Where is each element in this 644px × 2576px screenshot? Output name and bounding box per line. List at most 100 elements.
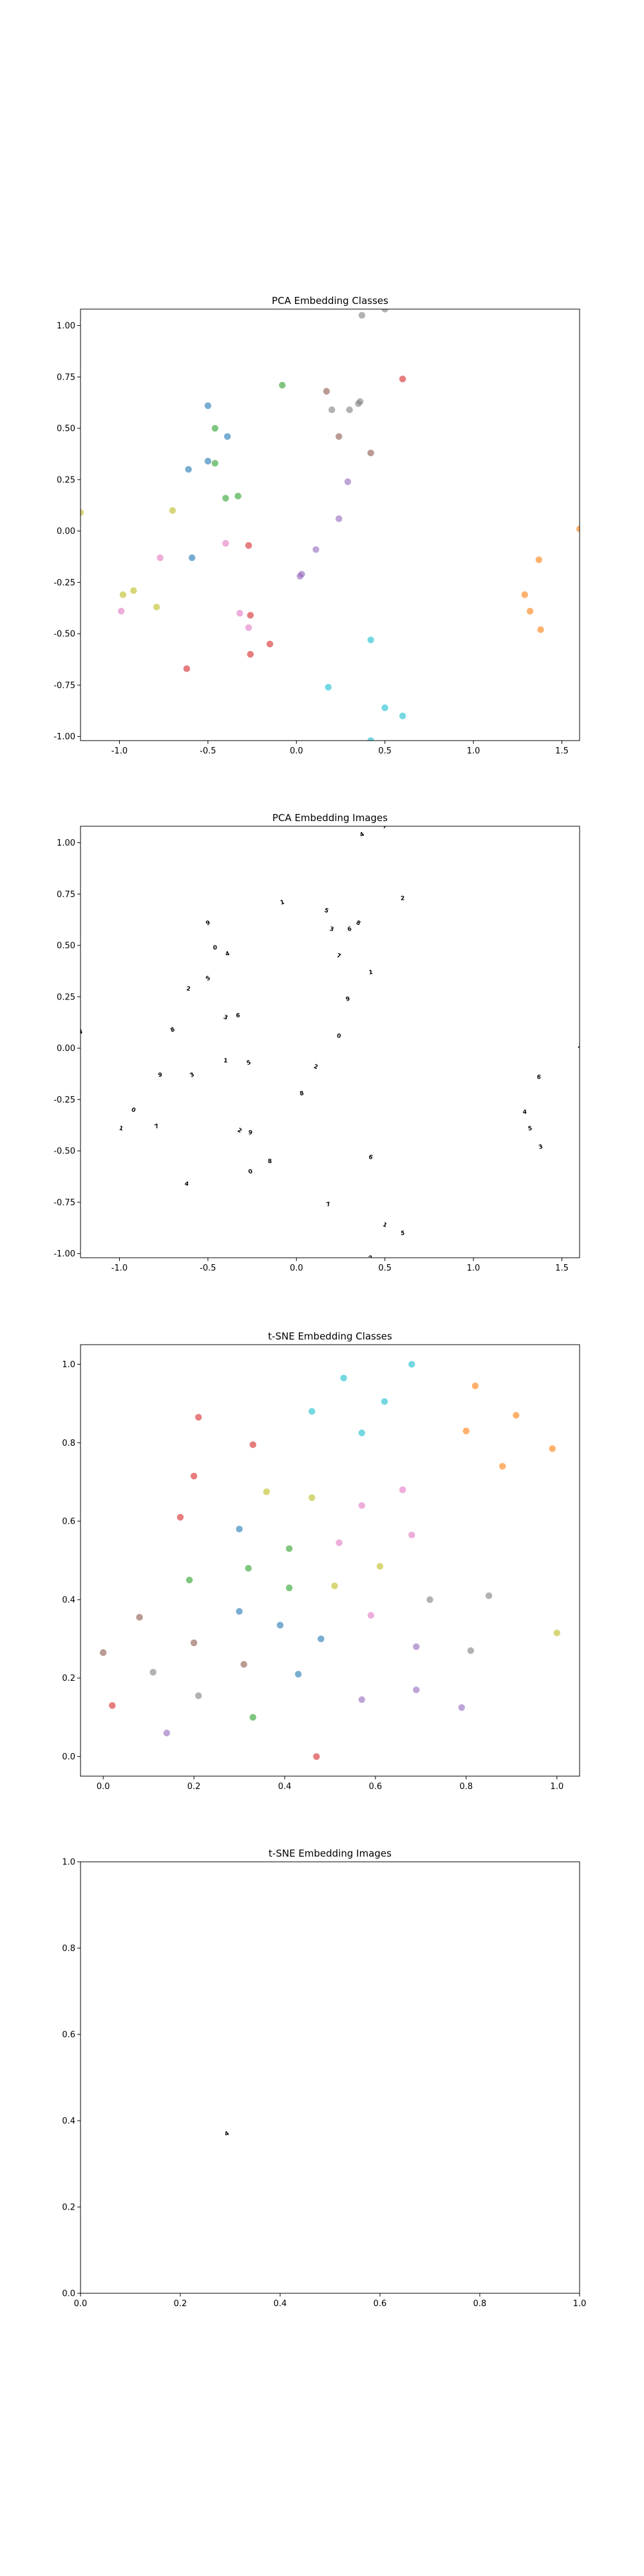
image-thumbnail-point: 2 (401, 896, 405, 902)
scatter-point (183, 665, 191, 672)
chart-title: PCA Embedding Classes (272, 295, 388, 307)
chart-title: t-SNE Embedding Classes (268, 1331, 392, 1342)
scatter-point (336, 515, 343, 522)
scatter-point (279, 381, 286, 389)
image-thumbnail-point: 2 (236, 1127, 243, 1135)
scatter-point (358, 312, 366, 319)
image-thumbnail-point: 9 (205, 920, 211, 927)
y-tick-label: -0.50 (53, 1147, 75, 1157)
scatter-point (185, 1577, 193, 1584)
image-thumbnail-point: 1 (279, 899, 285, 906)
scatter-point (211, 460, 219, 467)
x-tick-label: 1.5 (555, 1264, 569, 1273)
x-tick-label: 0.2 (187, 1782, 201, 1792)
scatter-point (240, 1661, 247, 1668)
scatter-point (367, 450, 374, 457)
y-tick-label: 0.2 (62, 1674, 75, 1683)
image-thumbnail-point: 0 (213, 945, 217, 951)
scatter-point (156, 554, 164, 562)
scatter-point (526, 607, 534, 615)
scatter-point (381, 309, 388, 313)
scatter-point (247, 612, 254, 619)
image-thumbnail-point: 7 (336, 952, 341, 960)
scatter-point (130, 587, 137, 594)
scatter-point (188, 554, 196, 562)
scatter-point (408, 1361, 415, 1368)
points-layer (100, 1361, 560, 1760)
x-tick-label: 0.8 (473, 2299, 487, 2309)
scatter-point (245, 1564, 252, 1572)
x-tick-label: 0.2 (174, 2299, 187, 2309)
scatter-point (263, 1488, 270, 1495)
x-tick-label: -1.0 (111, 1264, 128, 1273)
scatter-point (285, 1545, 293, 1552)
x-tick-label: -0.5 (200, 1264, 216, 1273)
y-tick-label: 0.25 (57, 475, 75, 485)
scatter-point (325, 683, 332, 691)
scatter-point (294, 1671, 302, 1678)
image-thumbnail-point: 3 (329, 926, 334, 933)
image-thumbnail-point: 5 (401, 1231, 404, 1237)
image-thumbnail-point: 0 (130, 1106, 137, 1114)
y-tick-label: 0.4 (62, 1595, 75, 1605)
image-thumbnail-point: 3 (222, 1014, 229, 1022)
y-tick-label: 0.8 (62, 1439, 75, 1448)
x-tick-label: 1.5 (555, 746, 569, 756)
image-thumbnail-point: 6 (236, 1012, 240, 1019)
scatter-point (399, 375, 406, 383)
scatter-point (499, 1463, 506, 1470)
scatter-point (163, 1729, 171, 1737)
scatter-point (80, 509, 84, 516)
image-thumbnail-point: 1 (368, 969, 373, 976)
scatter-point (399, 712, 406, 719)
scatter-point (521, 591, 529, 598)
plot-frame (80, 1861, 580, 2294)
x-tick-label: -0.5 (200, 746, 216, 756)
image-thumbnail-point: 0 (336, 1033, 341, 1040)
x-tick-label: 0.0 (290, 1264, 303, 1273)
plot-frame (80, 1344, 580, 1777)
scatter-point (176, 1513, 184, 1521)
scatter-point (211, 424, 219, 432)
x-tick-label: 0.0 (97, 1782, 110, 1792)
x-tick-label: 0.6 (369, 1782, 383, 1792)
x-tick-label: 0.6 (374, 2299, 387, 2309)
image-thumbnail-point: 9 (248, 1130, 252, 1137)
scatter-point (236, 1607, 243, 1615)
image-thumbnail-point: 3 (538, 1144, 544, 1151)
image-thumbnail-point: 4 (78, 1029, 83, 1036)
scatter-point (426, 1596, 433, 1604)
scatter-point (399, 1486, 406, 1493)
y-tick-label: 0.25 (57, 992, 75, 1002)
scatter-point (471, 1382, 479, 1390)
image-thumbnail-point: 4 (223, 2130, 230, 2138)
y-tick-label: 0.2 (62, 2203, 75, 2213)
y-tick-label: -0.50 (53, 630, 75, 639)
image-thumbnail-point: 2 (313, 1064, 319, 1071)
plot-frame (80, 308, 580, 741)
x-tick-label: 0.4 (274, 2299, 287, 2309)
scatter-point (249, 1441, 256, 1448)
x-tick-label: 0.0 (290, 746, 303, 756)
scatter-point (136, 1614, 143, 1621)
scatter-point (185, 466, 192, 473)
scatter-point (312, 546, 319, 553)
scatter-point (194, 1692, 202, 1700)
scatter-point (249, 1714, 256, 1721)
scatter-point (100, 1649, 107, 1656)
scatter-point (336, 1539, 343, 1546)
image-thumbnail-point: 4 (523, 1109, 527, 1115)
image-thumbnail-point: 8 (299, 1090, 305, 1097)
y-tick-label: -0.25 (53, 578, 75, 588)
scatter-point (245, 542, 252, 549)
x-tick-label: 1.0 (467, 746, 480, 756)
x-tick-label: -1.0 (111, 746, 128, 756)
image-thumbnail-point: 6 (368, 1154, 374, 1161)
y-tick-label: 1.00 (57, 321, 75, 331)
points-layer (80, 309, 580, 741)
scatter-point (266, 640, 274, 648)
y-tick-label: 0.75 (57, 373, 75, 383)
image-thumbnail-point: 4 (359, 831, 365, 839)
y-tick-label: 0.6 (62, 1517, 75, 1527)
